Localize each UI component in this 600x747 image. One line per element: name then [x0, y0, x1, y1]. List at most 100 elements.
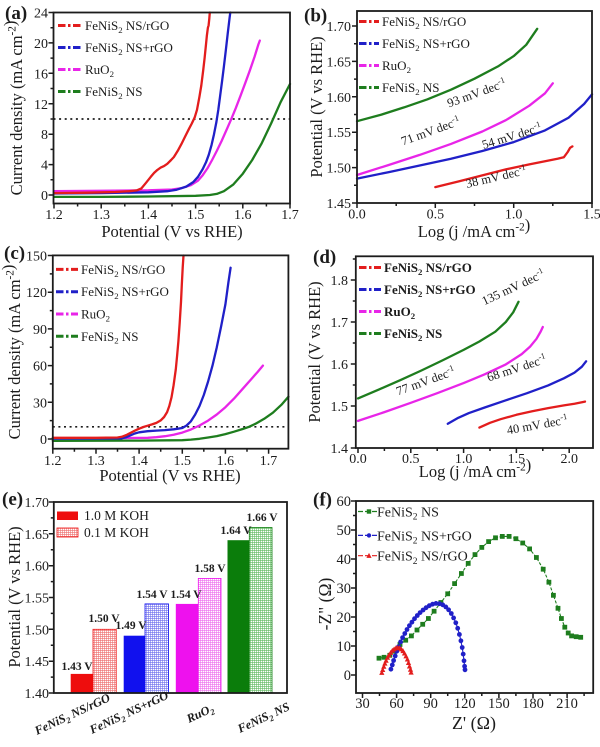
svg-text:150: 150: [488, 696, 510, 712]
svg-text:1.55: 1.55: [25, 592, 50, 607]
svg-text:1.5: 1.5: [508, 452, 526, 467]
svg-text:FeNiS2 NS+rGO: FeNiS2 NS+rGO: [85, 40, 173, 57]
svg-text:Potential (V vs RHE): Potential (V vs RHE): [307, 36, 326, 177]
svg-text:FeNiS2 NS/rGO: FeNiS2 NS/rGO: [377, 550, 468, 567]
svg-text:(d): (d): [313, 247, 336, 268]
svg-text:1.40: 1.40: [25, 687, 50, 702]
svg-text:(a): (a): [5, 3, 27, 24]
svg-text:1.3: 1.3: [92, 208, 110, 223]
svg-text:120: 120: [26, 286, 47, 301]
svg-text:1.5: 1.5: [174, 454, 192, 469]
svg-text:0: 0: [344, 668, 351, 684]
svg-text:30: 30: [33, 396, 47, 411]
svg-text:1.55: 1.55: [327, 126, 352, 141]
svg-text:50: 50: [337, 523, 352, 539]
svg-text:0.0: 0.0: [349, 452, 367, 467]
svg-text:-Z" (Ω): -Z" (Ω): [315, 577, 335, 630]
svg-text:FeNiS2 NS/rGO: FeNiS2 NS/rGO: [81, 262, 165, 279]
svg-text:FeNiS2 NS: FeNiS2 NS: [384, 326, 442, 343]
svg-text:1.0: 1.0: [455, 452, 473, 467]
svg-text:1.65: 1.65: [327, 55, 352, 70]
svg-text:30: 30: [355, 696, 370, 712]
svg-text:FeNiS2 NS/rGO: FeNiS2 NS/rGO: [382, 14, 466, 31]
svg-text:1.50 V: 1.50 V: [88, 613, 120, 625]
svg-text:1.50: 1.50: [25, 623, 50, 638]
svg-text:1.6: 1.6: [217, 454, 235, 469]
svg-text:RuO2: RuO2: [85, 62, 114, 79]
svg-text:120: 120: [454, 696, 476, 712]
svg-text:0.0: 0.0: [348, 208, 366, 223]
svg-text:FeNiS2 NS/rGO: FeNiS2 NS/rGO: [384, 260, 472, 277]
svg-text:40: 40: [337, 552, 352, 568]
svg-text:1.70: 1.70: [25, 496, 50, 511]
svg-text:Potential (V vs RHE): Potential (V vs RHE): [101, 222, 242, 241]
svg-text:1.4: 1.4: [130, 454, 148, 469]
svg-text:1.50: 1.50: [327, 162, 352, 177]
svg-text:1.5: 1.5: [331, 400, 349, 415]
svg-text:2.0: 2.0: [560, 452, 578, 467]
svg-text:FeNiS2 NS: FeNiS2 NS: [377, 506, 439, 523]
svg-text:(f): (f): [313, 490, 332, 511]
svg-text:1.45: 1.45: [327, 197, 352, 212]
svg-text:FeNiS2 NS+rGO: FeNiS2 NS+rGO: [382, 36, 470, 53]
svg-text:(b): (b): [304, 6, 327, 27]
svg-text:1.2: 1.2: [44, 454, 62, 469]
svg-text:1.0 M KOH: 1.0 M KOH: [84, 508, 149, 523]
svg-text:60: 60: [337, 494, 352, 510]
svg-text:1.2: 1.2: [45, 208, 63, 223]
svg-text:1.49 V: 1.49 V: [115, 620, 147, 632]
svg-text:8: 8: [41, 128, 48, 143]
svg-text:0.5: 0.5: [427, 208, 445, 223]
svg-text:4: 4: [41, 159, 48, 174]
svg-text:FeNiS2 NS: FeNiS2 NS: [382, 80, 440, 97]
svg-text:1.6: 1.6: [331, 358, 349, 373]
svg-text:180: 180: [522, 696, 544, 712]
svg-text:1.65: 1.65: [25, 528, 50, 543]
svg-text:1.3: 1.3: [87, 454, 105, 469]
svg-text:1.60: 1.60: [25, 560, 50, 575]
svg-text:90: 90: [33, 323, 47, 338]
svg-text:0.5: 0.5: [402, 452, 420, 467]
svg-text:Potential (V vs RHE): Potential (V vs RHE): [99, 466, 240, 485]
svg-text:0.1 M KOH: 0.1 M KOH: [84, 525, 149, 540]
svg-text:1.54 V: 1.54 V: [170, 589, 202, 601]
svg-text:FeNiS2 NS/rGO: FeNiS2 NS/rGO: [85, 18, 169, 35]
svg-text:16: 16: [34, 67, 48, 82]
svg-text:1.60: 1.60: [327, 91, 352, 106]
svg-text:1.7: 1.7: [281, 208, 299, 223]
svg-text:RuO2: RuO2: [81, 307, 110, 324]
svg-text:Z' (Ω): Z' (Ω): [452, 713, 496, 734]
svg-text:Potential (V vs RHE): Potential (V vs RHE): [5, 526, 24, 667]
svg-text:1.66 V: 1.66 V: [246, 512, 278, 524]
svg-text:1.4: 1.4: [331, 442, 349, 457]
svg-text:Potential (V vs RHE): Potential (V vs RHE): [305, 281, 324, 422]
svg-text:1.7: 1.7: [331, 316, 349, 331]
svg-text:FeNiS2 NS+rGO: FeNiS2 NS+rGO: [81, 284, 169, 301]
svg-text:1.8: 1.8: [331, 274, 349, 289]
svg-text:1.54 V: 1.54 V: [136, 589, 168, 601]
svg-text:1.5: 1.5: [583, 208, 600, 223]
svg-text:1.0: 1.0: [505, 208, 523, 223]
svg-text:FeNiS2 NS+rGO: FeNiS2 NS+rGO: [384, 282, 476, 299]
svg-text:20: 20: [34, 37, 48, 52]
svg-text:1.43 V: 1.43 V: [61, 661, 93, 673]
svg-text:20: 20: [337, 610, 352, 626]
svg-text:1.7: 1.7: [260, 454, 278, 469]
svg-text:10: 10: [337, 639, 352, 655]
svg-text:0: 0: [41, 189, 48, 204]
svg-text:(e): (e): [2, 489, 23, 510]
svg-text:1.5: 1.5: [187, 208, 205, 223]
svg-text:90: 90: [423, 696, 438, 712]
svg-text:24: 24: [34, 7, 48, 22]
svg-text:RuO2: RuO2: [384, 304, 416, 321]
svg-text:1.70: 1.70: [327, 20, 352, 35]
svg-text:60: 60: [33, 360, 47, 375]
svg-text:1.58 V: 1.58 V: [194, 563, 226, 575]
svg-text:1.4: 1.4: [140, 208, 158, 223]
svg-text:12: 12: [34, 98, 48, 113]
svg-text:1.64 V: 1.64 V: [220, 525, 252, 537]
svg-text:0: 0: [40, 433, 47, 448]
svg-text:210: 210: [556, 696, 578, 712]
svg-text:FeNiS2 NS: FeNiS2 NS: [85, 84, 143, 101]
svg-text:1.6: 1.6: [234, 208, 252, 223]
